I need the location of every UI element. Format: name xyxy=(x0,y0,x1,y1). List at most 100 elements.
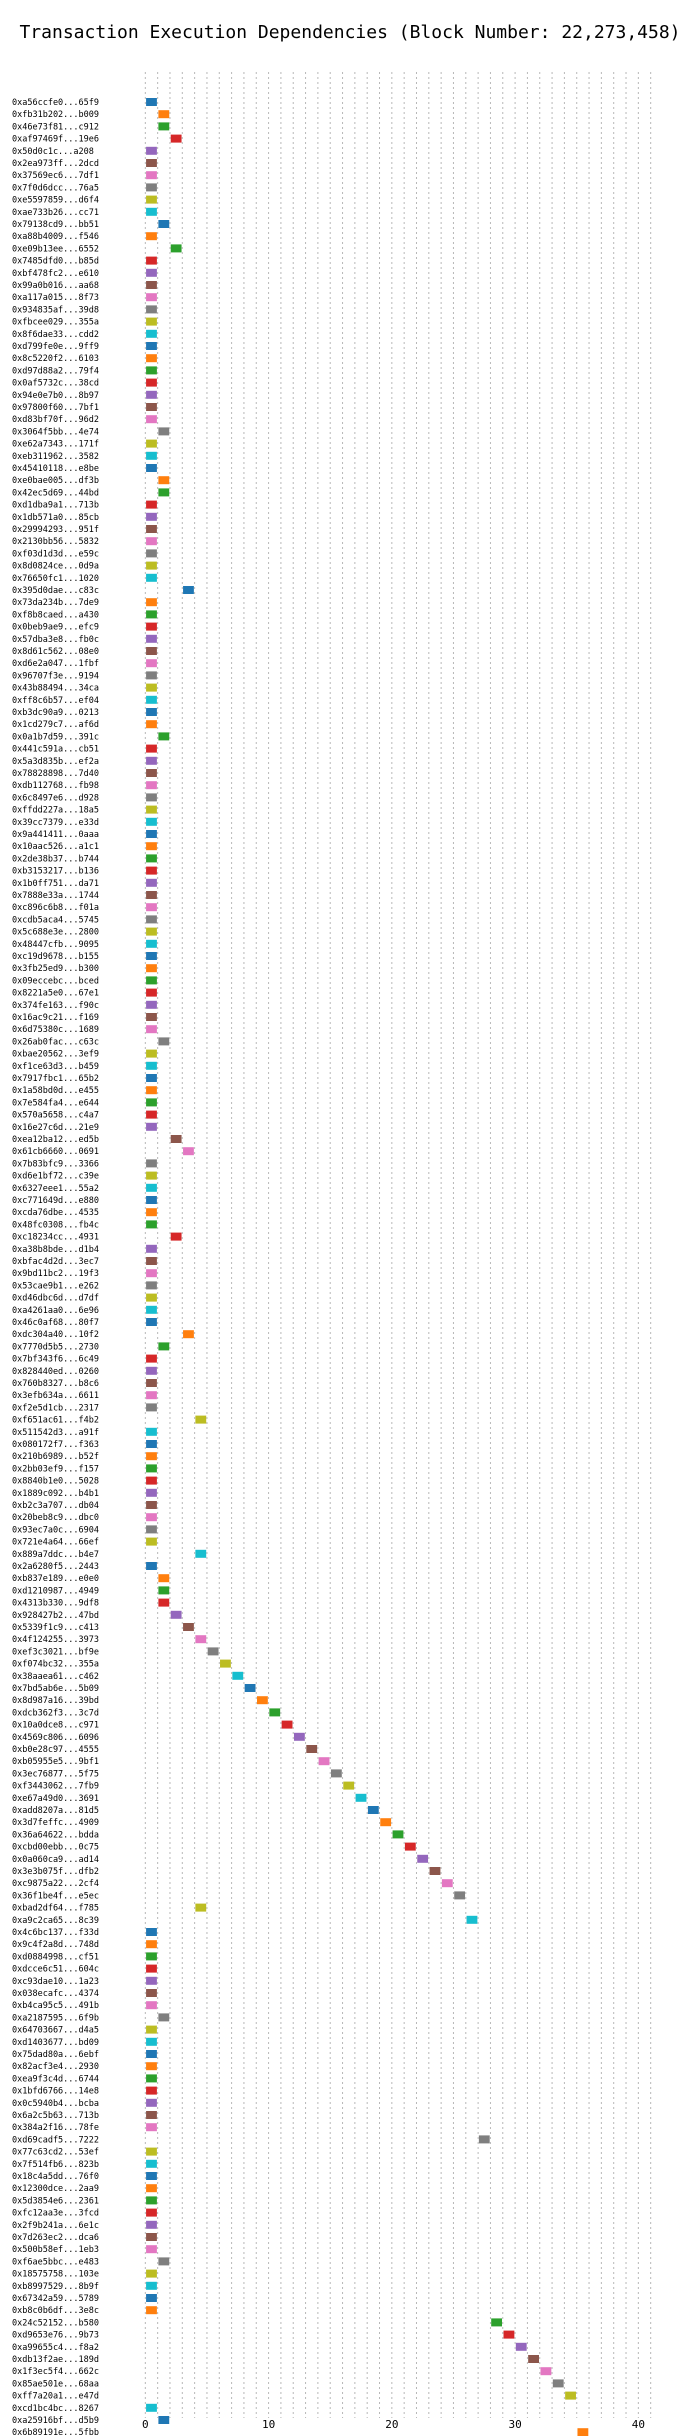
tx-label: 0x45410118...e8be xyxy=(12,464,99,474)
tx-bar xyxy=(170,1135,182,1143)
tx-label: 0x2de38b37...b744 xyxy=(12,854,99,864)
tx-label: 0x721e4a64...66ef xyxy=(12,1538,99,1548)
tx-bar xyxy=(146,793,157,802)
tx-bar xyxy=(146,1074,157,1082)
tx-bar xyxy=(146,1281,157,1290)
tx-label: 0xea12ba12...ed5b xyxy=(12,1135,99,1145)
tx-bar xyxy=(158,1342,170,1351)
tx-bar xyxy=(146,1013,157,1021)
tx-bar xyxy=(146,952,157,960)
tx-label: 0x7bf343f6...6c49 xyxy=(12,1355,99,1365)
tx-bar xyxy=(146,708,157,716)
tx-bar xyxy=(343,1781,355,1790)
tx-label: 0xf1ce63d3...b459 xyxy=(12,1062,99,1072)
tx-label: 0x8221a5e0...67e1 xyxy=(12,989,99,999)
tx-bar xyxy=(146,195,157,204)
tx-bar xyxy=(146,1171,157,1180)
tx-label: 0x16ac9c21...f169 xyxy=(12,1013,99,1023)
tx-label: 0x0a060ca9...ad14 xyxy=(12,1855,99,1865)
tx-bar xyxy=(404,1842,416,1851)
tx-bar xyxy=(146,1537,157,1546)
tx-bar xyxy=(146,647,157,655)
tx-bar xyxy=(146,1501,157,1509)
tx-bar xyxy=(146,183,157,192)
tx-label: 0xb837e189...e0e0 xyxy=(12,1574,99,1584)
tx-bar xyxy=(146,390,157,399)
tx-label: 0x29994293...951f xyxy=(12,525,99,535)
tx-bar xyxy=(565,2391,576,2400)
tx-bar xyxy=(146,525,157,533)
tx-bar xyxy=(146,720,157,729)
tx-bar xyxy=(158,1598,170,1607)
x-tick-label-0: 0 xyxy=(142,2418,149,2431)
tx-bar xyxy=(146,2172,157,2180)
tx-label: 0x57dba3e8...fb0c xyxy=(12,635,99,645)
tx-bar xyxy=(146,878,157,887)
tx-bar xyxy=(146,1098,157,1107)
tx-bar xyxy=(146,695,157,704)
tx-label: 0x96707f3e...9194 xyxy=(12,671,99,681)
x-tick-label-40: 40 xyxy=(632,2418,645,2431)
tx-label: 0x384a2f16...78fe xyxy=(12,2123,99,2133)
tx-label: 0x3d7feffc...4909 xyxy=(12,1818,99,1828)
tx-bar xyxy=(158,2257,170,2266)
tx-bar xyxy=(146,1403,157,1412)
tx-label: 0x64703667...d4a5 xyxy=(12,2026,99,2036)
tx-label: 0xc19d9678...b155 xyxy=(12,952,99,962)
tx-bar xyxy=(146,1464,157,1473)
tx-label: 0x6a2c5b63...713b xyxy=(12,2111,99,2121)
tx-bar xyxy=(503,2330,515,2339)
tx-bar xyxy=(429,1867,441,1875)
tx-bar xyxy=(146,866,157,875)
tx-label: 0xcdb5aca4...5745 xyxy=(12,915,99,925)
tx-label: 0x374fe163...f90c xyxy=(12,1001,99,1011)
tx-label: 0x7bd5ab6e...5b09 xyxy=(12,1684,99,1694)
tx-bar xyxy=(146,634,157,643)
tx-label: 0x7e584fa4...e644 xyxy=(12,1098,99,1108)
tx-label: 0xd1403677...bd09 xyxy=(12,2038,99,2048)
tx-bar xyxy=(158,427,170,436)
tx-bar xyxy=(146,1122,157,1131)
tx-label: 0x760b8327...b8c6 xyxy=(12,1379,99,1389)
x-axis-ticks: 0 10 20 30 40 xyxy=(142,2418,645,2431)
tx-bar xyxy=(146,1220,157,1229)
tx-label: 0x4f124255...3973 xyxy=(12,1635,99,1645)
tx-label: 0x7770d5b5...2730 xyxy=(12,1342,99,1352)
tx-bar xyxy=(146,1269,157,1278)
tx-label: 0xc9875a22...2cf4 xyxy=(12,1879,99,1889)
tx-label: 0xa117a015...8f73 xyxy=(12,293,99,303)
tx-bar xyxy=(146,1427,157,1436)
tx-bar xyxy=(146,2220,157,2229)
tx-bar xyxy=(146,1391,157,1400)
tx-bar xyxy=(146,1025,157,1034)
tx-bar xyxy=(330,1769,342,1778)
tx-label: 0x7d263ec2...dca6 xyxy=(12,2233,99,2243)
tx-label: 0xe67a49d0...3691 xyxy=(12,1794,99,1804)
tx-bar xyxy=(146,2184,157,2193)
tx-bar xyxy=(146,451,157,460)
tx-bar xyxy=(146,293,157,302)
tx-label: 0x8d987a16...39bd xyxy=(12,1696,99,1706)
tx-bar xyxy=(146,561,157,570)
tx-label: 0xc18234cc...4931 xyxy=(12,1233,99,1243)
tx-bar xyxy=(146,903,157,912)
tx-label: 0x1889c092...b4b1 xyxy=(12,1489,99,1499)
tx-label: 0x5339f1c9...c413 xyxy=(12,1623,99,1633)
tx-label: 0x441c591a...cb51 xyxy=(12,745,99,755)
tx-label: 0x2130bb56...5832 xyxy=(12,537,99,547)
tx-label: 0x889a7ddc...b4e7 xyxy=(12,1550,99,1560)
tx-bar xyxy=(146,988,157,997)
tx-bar xyxy=(146,2245,157,2254)
tx-bar xyxy=(183,1330,194,1339)
tx-label: 0xdb112768...fb98 xyxy=(12,781,99,791)
tx-bar xyxy=(146,1452,157,1461)
tx-label: 0xbf478fc2...e610 xyxy=(12,269,99,279)
tx-label: 0xffdd227a...18a5 xyxy=(12,806,99,816)
tx-label: 0x20beb8c9...dbc0 xyxy=(12,1513,99,1523)
tx-bar xyxy=(146,439,157,448)
tx-bar xyxy=(146,415,157,424)
tx-label: 0xb4ca95c5...491b xyxy=(12,2001,99,2011)
tx-label: 0x9c4f2a8d...748d xyxy=(12,1940,99,1950)
tx-label: 0x99a0b016...aa68 xyxy=(12,281,99,291)
tx-label: 0x97800f60...7bf1 xyxy=(12,403,99,413)
